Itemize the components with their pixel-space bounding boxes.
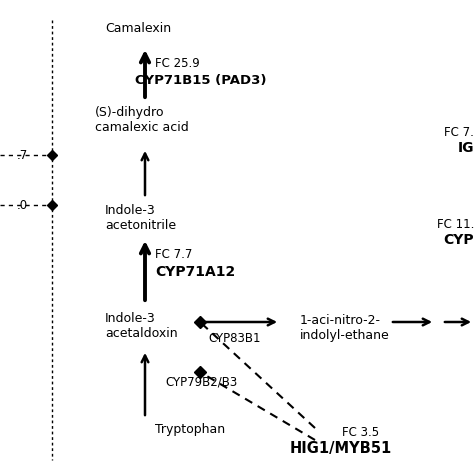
Text: CYP: CYP: [443, 233, 474, 247]
Text: FC 25.9: FC 25.9: [155, 56, 200, 70]
Text: CYP83B1: CYP83B1: [208, 331, 261, 345]
Text: IG: IG: [457, 141, 474, 155]
Text: CYP79B2/B3: CYP79B2/B3: [165, 375, 237, 389]
Text: Indole-3
acetaldoxin: Indole-3 acetaldoxin: [105, 312, 178, 340]
Text: (S)-dihydro
camalexic acid: (S)-dihydro camalexic acid: [95, 106, 189, 134]
Text: FC 11.: FC 11.: [437, 218, 474, 230]
Text: .7: .7: [17, 148, 28, 162]
Text: HIG1/MYB51: HIG1/MYB51: [290, 440, 392, 456]
Text: Tryptophan: Tryptophan: [155, 423, 225, 437]
Text: 1-aci-nitro-2-
indolyl-ethane: 1-aci-nitro-2- indolyl-ethane: [300, 314, 390, 342]
Text: Camalexin: Camalexin: [105, 21, 171, 35]
Text: CYP71A12: CYP71A12: [155, 265, 235, 279]
Text: CYP71B15 (PAD3): CYP71B15 (PAD3): [135, 73, 266, 86]
Text: FC 7.: FC 7.: [444, 126, 474, 138]
Text: FC 3.5: FC 3.5: [342, 426, 379, 438]
Text: FC 7.7: FC 7.7: [155, 248, 192, 262]
Text: .0: .0: [17, 199, 28, 211]
Text: Indole-3
acetonitrile: Indole-3 acetonitrile: [105, 204, 176, 232]
